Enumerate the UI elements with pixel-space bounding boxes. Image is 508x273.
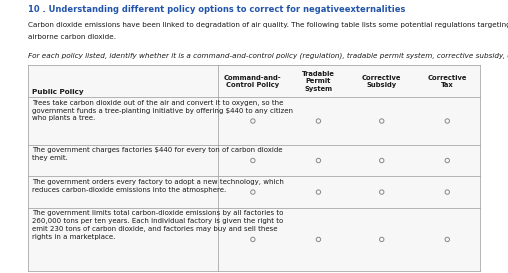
Text: Command-and-
Control Policy: Command-and- Control Policy bbox=[224, 75, 281, 88]
Text: The government orders every factory to adopt a new technology, which
reduces car: The government orders every factory to a… bbox=[32, 179, 284, 192]
Text: For each policy listed, identify whether it is a command-and-control policy (reg: For each policy listed, identify whether… bbox=[28, 52, 508, 59]
Text: Trees take carbon dioxide out of the air and convert it to oxygen, so the
govern: Trees take carbon dioxide out of the air… bbox=[32, 100, 293, 121]
Text: Carbon dioxide emissions have been linked to degradation of air quality. The fol: Carbon dioxide emissions have been linke… bbox=[28, 22, 508, 28]
Text: Corrective
Subsidy: Corrective Subsidy bbox=[362, 75, 401, 88]
Text: airborne carbon dioxide.: airborne carbon dioxide. bbox=[28, 34, 116, 40]
Text: The government charges factories $440 for every ton of carbon dioxide
they emit.: The government charges factories $440 fo… bbox=[32, 147, 282, 161]
Text: Corrective
Tax: Corrective Tax bbox=[428, 75, 467, 88]
Text: 10 . Understanding different policy options to correct for negativeexternalities: 10 . Understanding different policy opti… bbox=[28, 5, 405, 14]
Text: The government limits total carbon-dioxide emissions by all factories to
260,000: The government limits total carbon-dioxi… bbox=[32, 210, 283, 240]
Text: Public Policy: Public Policy bbox=[32, 89, 83, 95]
Text: Tradable
Permit
System: Tradable Permit System bbox=[302, 71, 335, 92]
Bar bbox=[28, 66, 480, 271]
